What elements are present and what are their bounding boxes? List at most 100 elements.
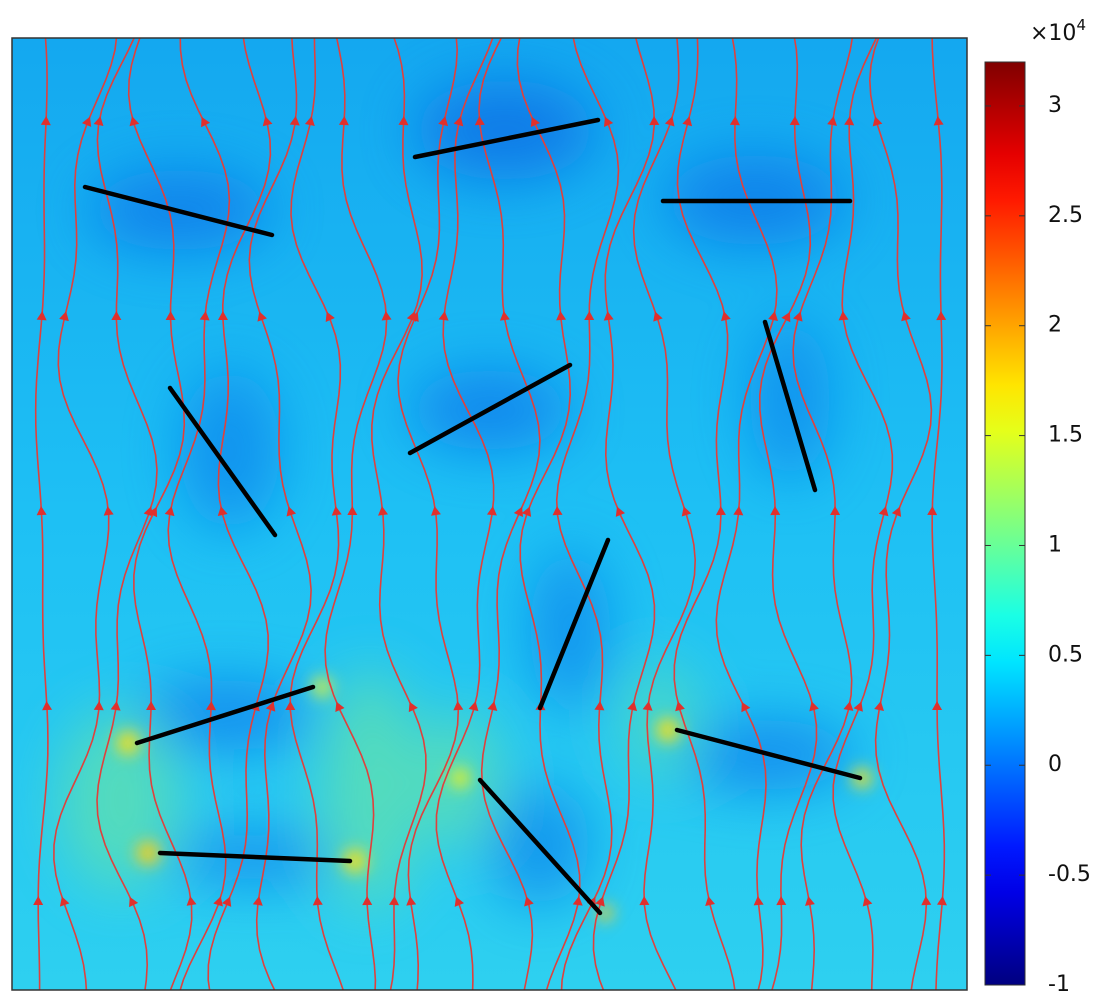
streamline-arrow	[206, 701, 216, 711]
streamline-arrow	[872, 116, 883, 127]
streamline-arrow	[642, 701, 653, 711]
streamline-arrow	[201, 116, 211, 128]
streamline-arrow	[186, 896, 197, 906]
streamline	[397, 38, 460, 990]
streamline-arrow	[921, 896, 932, 906]
streamline-arrow	[733, 506, 744, 516]
colorbar-tick-label: 2	[1048, 313, 1062, 338]
streamline-arrow	[552, 506, 563, 516]
streamline-arrow	[524, 896, 534, 907]
colorbar-tick-label: 0	[1048, 752, 1062, 777]
streamline-arrow	[830, 506, 841, 516]
scale-exponent: 4	[1076, 16, 1086, 34]
streamline-arrow	[805, 896, 815, 906]
streamline-arrow	[338, 116, 349, 126]
streamline-arrow	[927, 506, 938, 516]
hot-spots	[116, 677, 872, 921]
streamline-arrow	[753, 896, 764, 906]
crack	[167, 385, 278, 538]
streamline-arrow	[729, 116, 740, 126]
streamline-arrow	[36, 311, 47, 321]
streamline-arrow	[789, 116, 800, 126]
streamline-arrow	[853, 701, 863, 712]
streamline-arrow	[431, 506, 441, 516]
crack	[762, 319, 818, 493]
streamline-arrow	[878, 506, 889, 517]
streamline-arrow	[362, 896, 373, 906]
streamline-arrow	[809, 701, 819, 712]
streamline-arrow	[81, 116, 92, 127]
streamline-arrow	[289, 116, 300, 126]
streamline-arrow	[347, 506, 358, 516]
streamline-arrow	[213, 896, 223, 907]
streamline-arrow	[499, 311, 510, 321]
streamline	[53, 38, 118, 990]
streamline-arrow	[285, 701, 296, 711]
streamline-arrow	[932, 701, 943, 711]
streamline	[248, 38, 312, 990]
colorbar-tick-label: -0.5	[1048, 862, 1091, 887]
streamline-arrow	[721, 311, 731, 322]
streamline	[832, 38, 894, 990]
streamline-arrow	[453, 116, 464, 127]
streamline-arrow	[262, 116, 273, 127]
crack	[537, 537, 611, 711]
streamline-arrow	[409, 311, 419, 322]
crack	[407, 362, 573, 456]
streamline-arrow	[257, 311, 267, 322]
streamline-arrow	[615, 506, 626, 517]
crack	[412, 117, 601, 160]
streamline-arrow	[556, 311, 567, 321]
streamline-arrow	[304, 116, 315, 126]
colorbar-tick-label: 0.5	[1048, 642, 1083, 667]
crack	[157, 850, 353, 864]
colorbar-tick-label: 2.5	[1048, 203, 1083, 228]
streamline-arrow	[705, 896, 715, 906]
streamline-arrow	[936, 896, 947, 906]
streamline-arrow	[530, 116, 540, 128]
streamline-arrow	[584, 311, 595, 321]
streamline	[207, 38, 272, 990]
streamline-arrow	[649, 116, 660, 126]
streamline-arrow	[468, 701, 479, 712]
streamlines	[33, 38, 947, 990]
streamline-arrow	[936, 311, 947, 321]
streamline-arrow	[827, 116, 838, 126]
streamline-arrow	[844, 116, 855, 126]
streamline-arrow	[164, 506, 175, 517]
streamline-arrow	[33, 896, 44, 906]
cracks	[82, 117, 863, 916]
streamline-arrow	[776, 896, 787, 906]
crack	[674, 727, 863, 781]
streamline-arrow	[42, 701, 53, 711]
streamline-arrow	[594, 701, 605, 711]
streamline-arrow	[664, 116, 675, 127]
streamline-arrow	[252, 896, 263, 906]
streamline-arrow	[389, 896, 400, 906]
streamline-arrow	[486, 506, 497, 516]
streamline-arrow	[199, 311, 210, 321]
streamline-arrow	[781, 311, 791, 323]
streamline-arrow	[793, 311, 803, 322]
streamline-arrow	[639, 896, 650, 906]
streamline-arrow	[653, 311, 663, 322]
streamline-arrow	[572, 896, 583, 906]
streamline-arrow	[595, 896, 605, 907]
streamline-arrow	[408, 701, 418, 713]
streamline-arrow	[603, 311, 614, 321]
streamline-arrow	[682, 116, 693, 127]
streamline	[478, 38, 541, 990]
streamline-arrow	[487, 701, 498, 712]
colorbar-scale: ×104	[1030, 16, 1086, 47]
streamline-arrow	[438, 311, 449, 321]
colorbar-tick-label: 1.5	[1048, 423, 1083, 448]
streamline-arrow	[103, 506, 114, 516]
streamline-arrow	[454, 896, 465, 907]
plot-frame	[11, 37, 968, 991]
streamline-arrow	[221, 896, 232, 907]
streamline-arrow	[335, 701, 345, 712]
streamline-arrow	[843, 701, 854, 711]
streamline-arrow	[265, 701, 276, 712]
streamline-arrow	[312, 896, 323, 906]
